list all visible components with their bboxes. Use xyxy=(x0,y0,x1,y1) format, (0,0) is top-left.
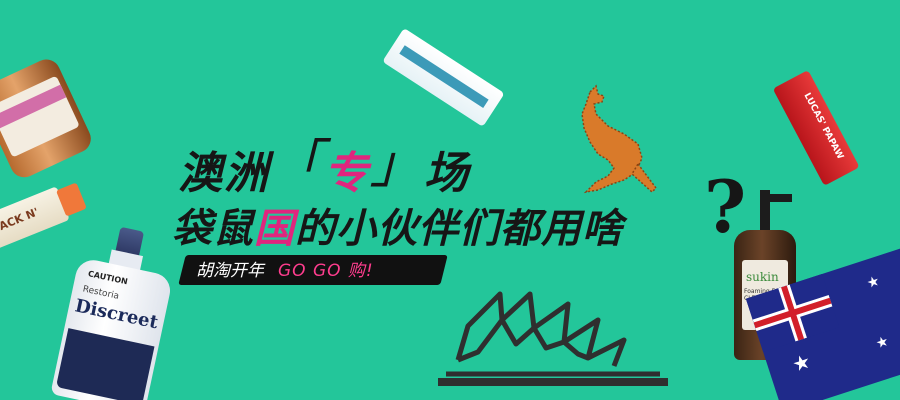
headline-line-1: 澳洲「专」场 xyxy=(178,128,470,203)
close-bracket: 」 xyxy=(370,135,425,195)
headline-highlight: 专 xyxy=(324,148,371,199)
headline-suffix: 场 xyxy=(424,148,471,199)
headline-prefix: 澳洲 xyxy=(178,148,270,199)
headline2-part2: 的小伙伴们都用啥 xyxy=(295,206,623,252)
lanolin-jar-product xyxy=(0,44,99,182)
open-bracket: 「 xyxy=(270,135,325,195)
discreet-bottle-product: CAUTION Restoria Discreet xyxy=(45,218,189,400)
tagline-main: 胡淘开年 xyxy=(196,261,264,281)
tagline-accent: GO GO 购! xyxy=(278,261,374,281)
headline-line-2: 袋鼠国的小伙伴们都用啥 xyxy=(172,196,623,254)
lucas-papaw-product: LUCAS' PAPAW xyxy=(772,70,860,186)
headline2-part1: 袋鼠 xyxy=(172,206,254,252)
blackmores-tube-product xyxy=(379,28,513,137)
kangaroo-icon xyxy=(581,84,657,194)
sukin-brand: sukin xyxy=(746,270,779,284)
opera-house-icon xyxy=(438,291,668,386)
headline2-highlight: 国 xyxy=(254,206,295,252)
tagline-text[interactable]: 胡淘开年 GO GO 购! xyxy=(196,256,374,286)
